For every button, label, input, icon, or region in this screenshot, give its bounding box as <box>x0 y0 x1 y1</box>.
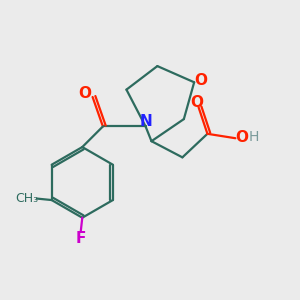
Text: O: O <box>236 130 248 145</box>
Text: N: N <box>139 114 152 129</box>
Text: O: O <box>78 86 91 101</box>
Text: O: O <box>190 94 204 110</box>
Text: CH₃: CH₃ <box>15 192 38 205</box>
Text: F: F <box>76 231 86 246</box>
Text: H: H <box>248 130 259 144</box>
Text: O: O <box>194 73 207 88</box>
